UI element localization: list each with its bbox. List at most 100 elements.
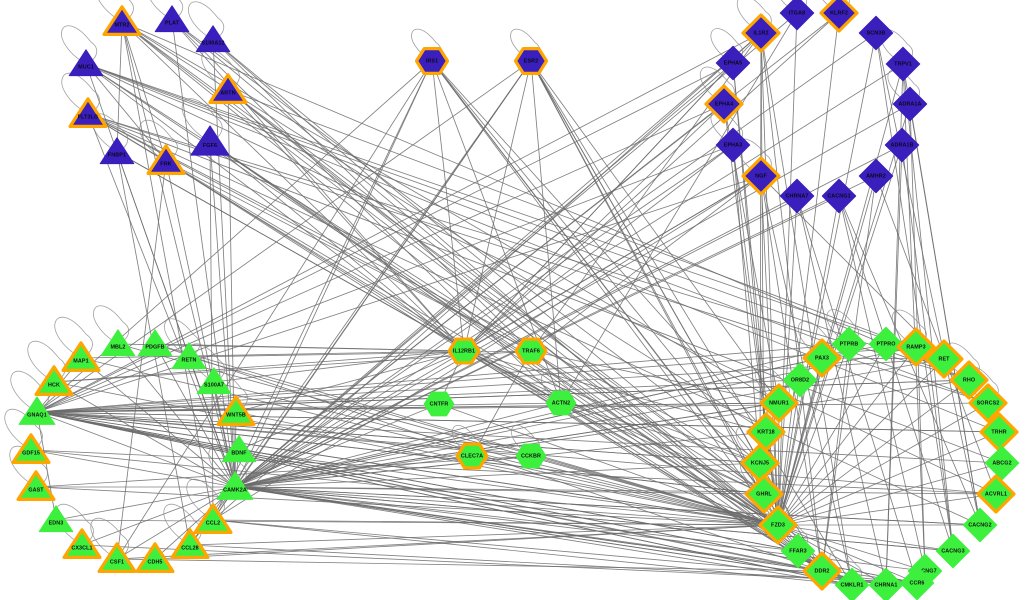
node-triangle-shape[interactable] <box>62 528 102 559</box>
node-triangle-shape[interactable] <box>154 5 190 33</box>
node-diamond-shape[interactable] <box>949 360 989 400</box>
node-hexagon-shape[interactable] <box>515 443 547 469</box>
graph-node-map1[interactable]: MAP1 <box>61 341 101 372</box>
node-diamond-shape[interactable] <box>780 533 816 569</box>
graph-node-scn3b[interactable]: SCN3B <box>858 15 894 51</box>
node-diamond-shape[interactable] <box>834 567 870 600</box>
node-triangle-shape[interactable] <box>146 144 186 175</box>
node-diamond-shape[interactable] <box>741 13 781 53</box>
node-triangle-shape[interactable] <box>135 542 175 573</box>
graph-node-cacng3[interactable]: CACNG3 <box>935 533 971 569</box>
graph-node-cx3cl1[interactable]: CX3CL1 <box>62 528 102 559</box>
node-triangle-shape[interactable] <box>61 341 101 372</box>
graph-node-cacng1[interactable]: CACNG1 <box>821 178 857 214</box>
node-diamond-shape[interactable] <box>935 533 971 569</box>
node-diamond-shape[interactable] <box>858 15 894 51</box>
node-diamond-shape[interactable] <box>976 474 1016 514</box>
node-hexagon-shape[interactable] <box>514 337 548 365</box>
graph-node-epha3[interactable]: EPHA3 <box>715 127 751 163</box>
node-diamond-shape[interactable] <box>868 326 904 362</box>
node-diamond-shape[interactable] <box>715 45 751 81</box>
node-diamond-shape[interactable] <box>779 178 815 214</box>
graph-node-acvrl1[interactable]: ACVRL1 <box>976 474 1016 514</box>
node-diamond-shape[interactable] <box>884 127 920 163</box>
graph-node-cacng2[interactable]: CACNG2 <box>962 507 998 543</box>
node-triangle-shape[interactable] <box>195 25 231 53</box>
graph-node-chrna1[interactable]: CHRNA1 <box>868 567 904 600</box>
node-hexagon-shape[interactable] <box>513 47 549 75</box>
node-triangle-shape[interactable] <box>190 125 230 156</box>
node-diamond-shape[interactable] <box>896 327 936 367</box>
node-diamond-shape[interactable] <box>779 0 815 31</box>
node-hexagon-shape[interactable] <box>423 391 455 417</box>
graph-node-mtr2[interactable]: MTR2 <box>102 5 142 36</box>
node-hexagon-shape[interactable] <box>414 47 450 75</box>
node-hexagon-shape[interactable] <box>545 390 577 416</box>
graph-node-esr2[interactable]: ESR2 <box>513 47 549 75</box>
node-triangle-shape[interactable] <box>208 73 248 104</box>
node-triangle-shape[interactable] <box>216 471 254 500</box>
node-triangle-shape[interactable] <box>137 329 173 357</box>
node-diamond-shape[interactable] <box>759 383 799 423</box>
node-diamond-shape[interactable] <box>741 156 781 196</box>
node-diamond-shape[interactable] <box>962 507 998 543</box>
graph-node-ccl28[interactable]: CCL28 <box>170 528 210 559</box>
node-diamond-shape[interactable] <box>819 0 859 33</box>
node-diamond-shape[interactable] <box>924 339 964 379</box>
node-diamond-shape[interactable] <box>831 326 867 362</box>
graph-node-csf1[interactable]: CSF1 <box>97 542 137 573</box>
graph-node-epha4[interactable]: EPHA4 <box>704 84 744 124</box>
node-hexagon-shape[interactable] <box>447 337 481 365</box>
node-triangle-shape[interactable] <box>11 433 51 464</box>
graph-node-clec7a[interactable]: CLEC7A <box>455 442 489 470</box>
node-diamond-shape[interactable] <box>740 443 780 483</box>
node-diamond-shape[interactable] <box>868 567 904 600</box>
graph-node-chrna7[interactable]: CHRNA7 <box>779 178 815 214</box>
graph-node-edn3[interactable]: EDN3 <box>38 505 74 533</box>
graph-node-muc1[interactable]: MUC1 <box>68 49 104 77</box>
node-triangle-shape[interactable] <box>221 435 257 463</box>
node-triangle-shape[interactable] <box>171 342 207 370</box>
node-triangle-shape[interactable] <box>102 5 142 36</box>
node-triangle-shape[interactable] <box>216 395 256 426</box>
node-triangle-shape[interactable] <box>18 396 56 425</box>
graph-node-fnbp1[interactable]: FNBP1 <box>99 137 135 165</box>
node-triangle-shape[interactable] <box>68 97 108 128</box>
graph-node-adra1b[interactable]: ADRA1B <box>884 127 920 163</box>
graph-node-plat[interactable]: PLAT <box>154 5 190 33</box>
graph-node-trpv1[interactable]: TRPV1 <box>885 46 921 82</box>
graph-node-abcg2[interactable]: ABCG2 <box>984 445 1020 481</box>
node-triangle-shape[interactable] <box>99 137 135 165</box>
graph-node-flt3lg[interactable]: FLT3LG <box>68 97 108 128</box>
graph-node-irs1[interactable]: IRS1 <box>414 47 450 75</box>
node-triangle-shape[interactable] <box>38 505 74 533</box>
node-diamond-shape[interactable] <box>885 46 921 82</box>
node-triangle-shape[interactable] <box>196 367 232 395</box>
node-triangle-shape[interactable] <box>193 503 233 534</box>
node-diamond-shape[interactable] <box>802 551 842 591</box>
node-diamond-shape[interactable] <box>704 84 744 124</box>
node-triangle-shape[interactable] <box>16 470 56 501</box>
node-diamond-shape[interactable] <box>984 445 1020 481</box>
node-triangle-shape[interactable] <box>34 365 74 396</box>
node-diamond-shape[interactable] <box>744 474 784 514</box>
graph-node-fgf6[interactable]: FGF6 <box>190 125 230 156</box>
node-diamond-shape[interactable] <box>892 86 928 122</box>
graph-node-klrf2[interactable]: KLRF2 <box>819 0 859 33</box>
node-diamond-shape[interactable] <box>802 338 842 378</box>
node-hexagon-shape[interactable] <box>455 442 489 470</box>
node-diamond-shape[interactable] <box>715 127 751 163</box>
graph-node-adra1a[interactable]: ADRA1A <box>892 86 928 122</box>
node-diamond-shape[interactable] <box>758 505 798 545</box>
node-triangle-shape[interactable] <box>100 329 136 357</box>
graph-node-il1r2[interactable]: IL1R2 <box>741 13 781 53</box>
graph-node-traf6[interactable]: TRAF6 <box>514 337 548 365</box>
node-diamond-shape[interactable] <box>968 383 1008 423</box>
node-triangle-shape[interactable] <box>97 542 137 573</box>
graph-node-s100a12[interactable]: S100A12 <box>195 25 231 53</box>
node-diamond-shape[interactable] <box>821 178 857 214</box>
graph-node-kcnj5[interactable]: KCNJ5 <box>740 443 780 483</box>
node-diamond-shape[interactable] <box>782 362 818 398</box>
